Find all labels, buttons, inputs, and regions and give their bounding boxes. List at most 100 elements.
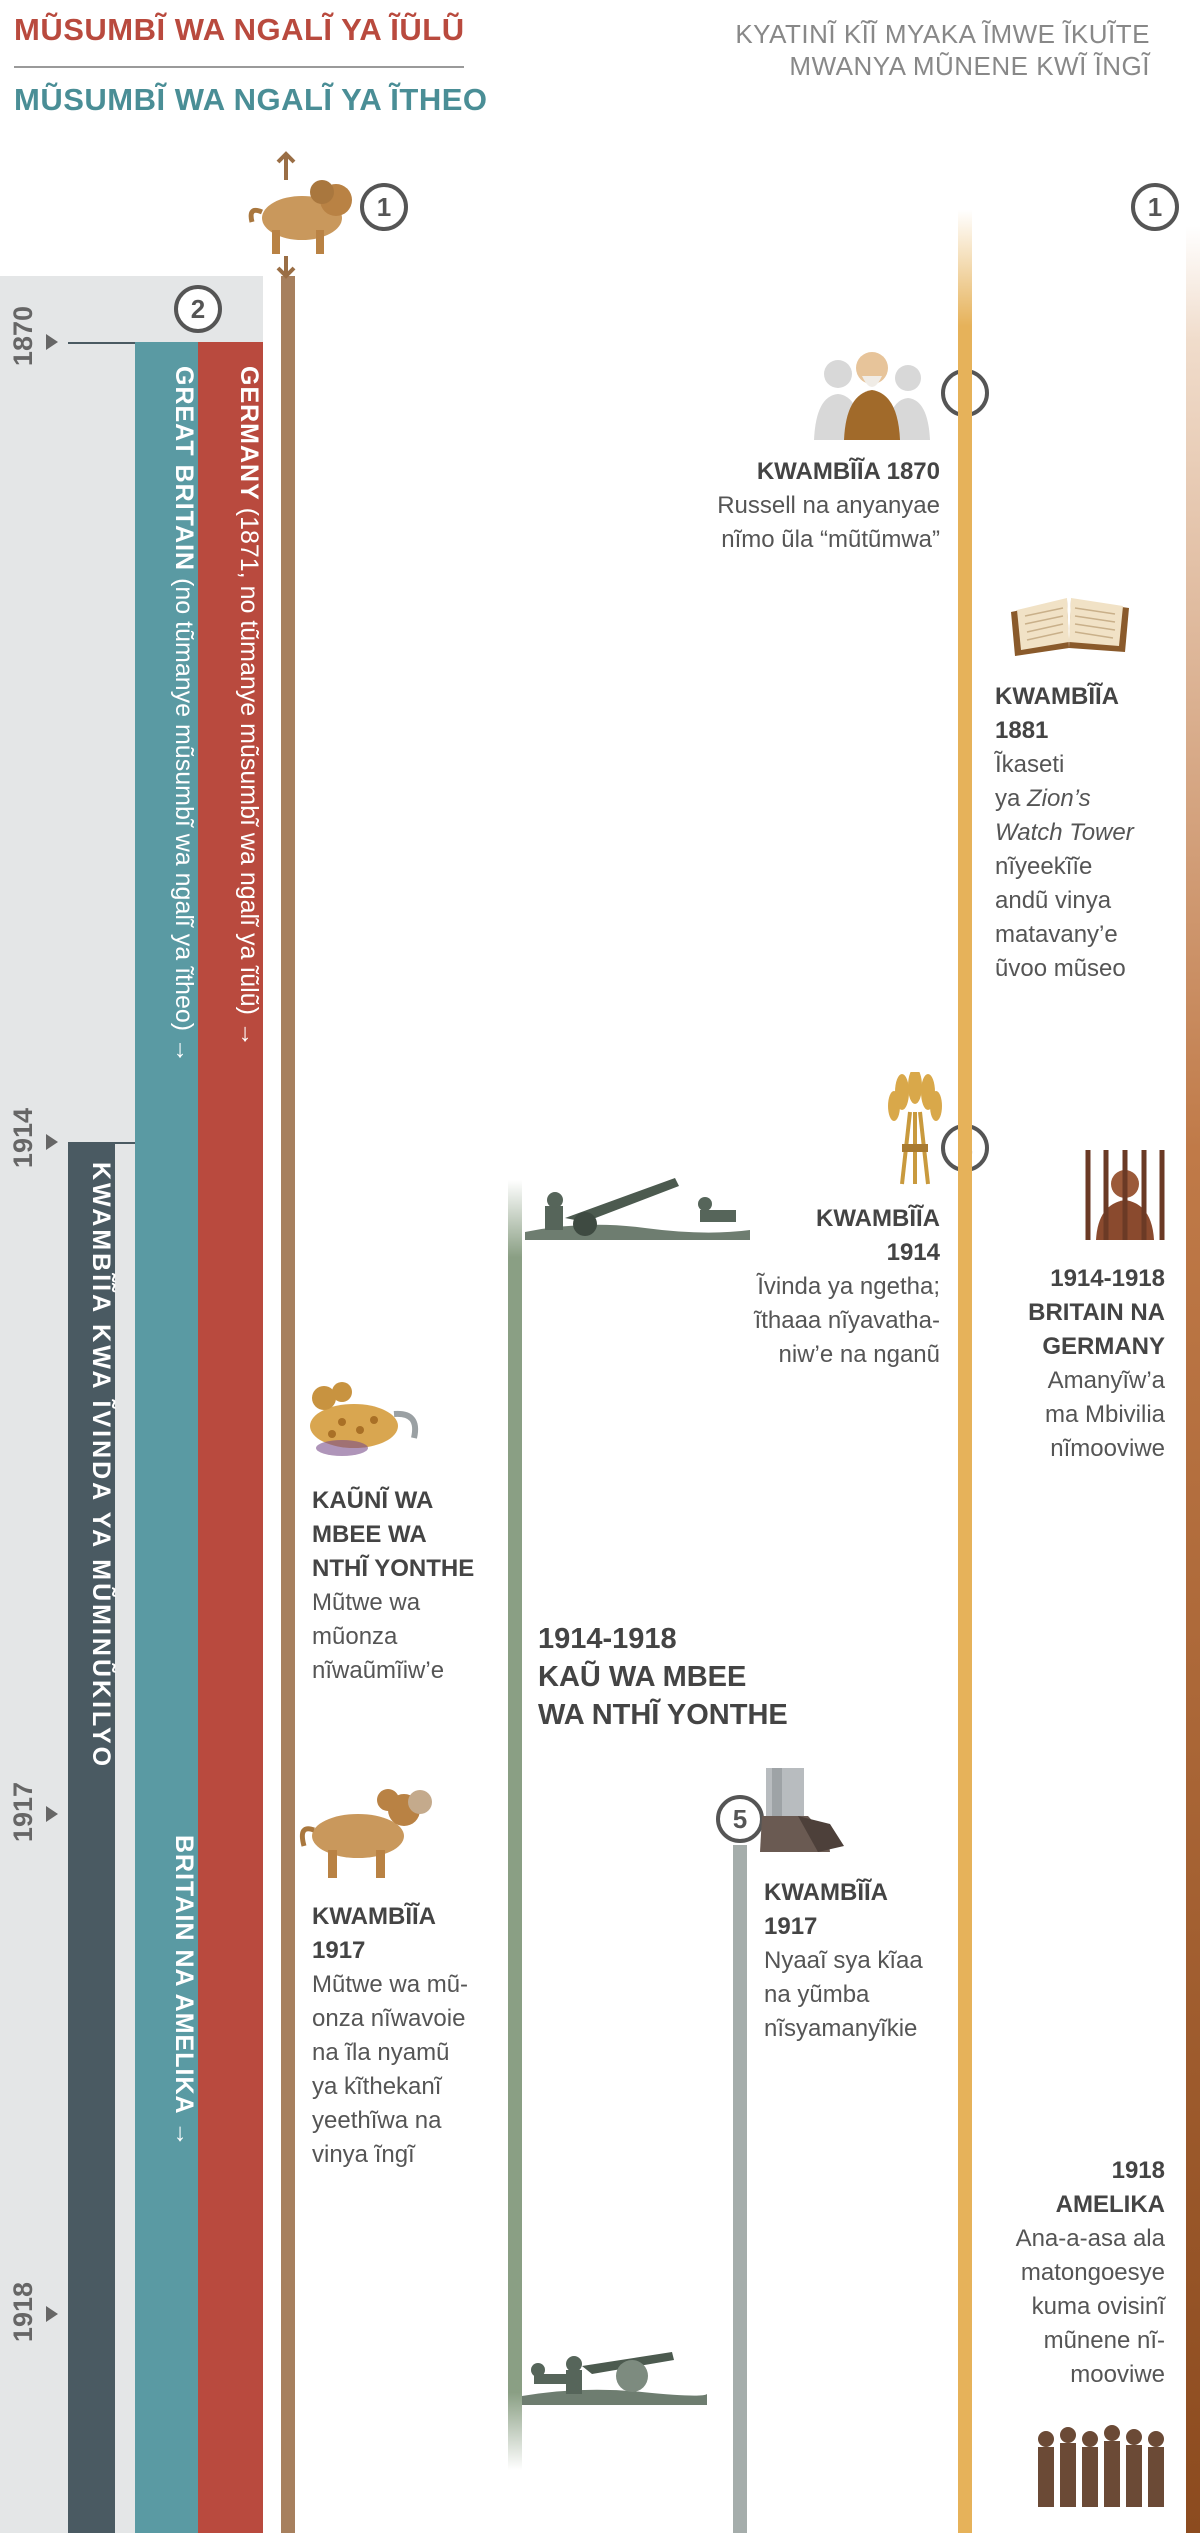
event-1914-title-2: 1914 <box>886 1239 940 1266</box>
soldiers-artillery-icon <box>525 1178 750 1240</box>
event-1917-feet-title-1: KWAMBĨĨA <box>764 1879 888 1906</box>
event-1917-feet-title-2: 1917 <box>764 1913 818 1940</box>
header-title-heavenly: MŨSUMBĨ WA NGALĨ YA ĨŨLŨ <box>14 12 465 47</box>
marker-2: 2 <box>174 285 222 333</box>
event-1917-feet-line-2: na yũmba <box>764 1981 870 2008</box>
prisoner-bars-icon <box>1085 1150 1165 1240</box>
event-1917-beast-line-5: yeethĩwa na <box>312 2107 442 2134</box>
marker-5: 5 <box>716 1795 764 1843</box>
iron-clay-feet-icon <box>760 1768 844 1852</box>
year-1918-label: 1918 <box>8 2282 38 2343</box>
event-1917-beast-line-1: Mũtwe wa mũ- <box>312 1971 469 1998</box>
event-war-start-title-1: KAŨNĨ WA <box>312 1487 434 1514</box>
event-1917-feet-line-1: Nyaaĩ sya kĩaa <box>764 1947 923 1974</box>
healed-beast-icon <box>299 1789 432 1878</box>
header-right-line-1: KYATINĨ KĨĨ MYAKA ĨMWE ĨKUĨTE <box>735 19 1150 49</box>
event-1881-line-7: ũvoo mũseo <box>995 955 1126 982</box>
event-1881-title-1: KWAMBĨĨA <box>995 683 1119 710</box>
event-war-start-line-1: Mũtwe wa <box>312 1589 421 1616</box>
russell-portrait-icon <box>814 352 930 440</box>
event-1881-line-2b: Zion’s <box>1027 785 1091 812</box>
event-war-start-title-3: NTHĨ YONTHE <box>312 1555 475 1582</box>
event-1914-line-2: ĩthaaa nĩyavatha- <box>754 1307 940 1334</box>
event-persecution-line-1: Amanyĩw’a <box>1047 1367 1165 1394</box>
event-1914-line-1: Ĩvinda ya ngetha; <box>757 1273 940 1300</box>
event-1917-feet-line-3: nĩsyamanyĩkie <box>764 2015 918 2042</box>
war-timeline <box>508 1180 522 2470</box>
feet-timeline <box>733 1845 747 2533</box>
event-1881-title-2: 1881 <box>995 717 1049 744</box>
wheat-sheaf-icon <box>888 1072 942 1185</box>
wounded-beast-icon <box>310 1382 418 1456</box>
event-war-start-line-3: nĩwaũmĩiw’e <box>312 1657 445 1684</box>
beast-timeline <box>281 276 295 2533</box>
header-right-line-2: MWANYA MŨNENE KWĨ ĨNGĨ <box>789 51 1150 81</box>
year-1917-label: 1917 <box>8 1782 38 1843</box>
soldiers-artillery-bottom-icon <box>522 2352 707 2405</box>
open-bible-icon <box>1011 598 1129 656</box>
world-war-years: 1914-1918 <box>538 1623 677 1655</box>
event-1918-line-2: matongoesye <box>1020 2259 1165 2286</box>
event-1881-line-4: nĩyeekĩĩe <box>995 853 1093 880</box>
lion-beast-icon <box>248 151 352 279</box>
event-1917-beast-line-2: onza nĩwavoie <box>312 2005 466 2032</box>
event-1918-line-1: Ana-a-asa ala <box>1015 2225 1165 2252</box>
event-1881-line-2: ya Zion’s <box>995 782 1185 816</box>
event-war-start-title-2: MBEE WA <box>312 1521 427 1548</box>
event-1914-line-3: niw’e na nganũ <box>778 1341 940 1368</box>
kingdom-timeline <box>1186 226 1200 2533</box>
germany-bar-note: (1871, no tũmanye mũsumbĩ wa ngalĩ ya ĩũ… <box>235 500 263 1047</box>
header-right-caption: KYATINĨ KĨĨ MYAKA ĨMWE ĨKUĨTE MWANYA MŨN… <box>590 18 1150 82</box>
britain-america-label: BRITAIN NA AMELIKA → <box>170 1835 198 2148</box>
great-britain-bar-note: (no tũmanye mũsumbĩ wa ngalĩ ya ĩtheo) → <box>170 571 198 1064</box>
anointed-brothers-group-icon <box>1038 2425 1164 2507</box>
world-war-title-2: WA NTHĨ YONTHE <box>538 1699 788 1731</box>
event-1870-line-2: nĩmo ũla “mũtũmwa” <box>721 526 940 553</box>
event-1917-beast-title-2: 1917 <box>312 1937 366 1964</box>
year-1917-tick <box>46 1806 58 1822</box>
event-1870-title: KWAMBĨĨA 1870 <box>756 458 940 485</box>
great-britain-bar: GREAT BRITAIN (no tũmanye mũsumbĩ wa nga… <box>135 342 198 2533</box>
event-1881-line-1: Ĩkaseti <box>995 751 1065 778</box>
event-1917-beast: KWAMBĨĨA 1917 Mũtwe wa mũ- onza nĩwavoie… <box>312 1900 512 2172</box>
year-1870-label: 1870 <box>8 306 38 367</box>
event-1881-line-2a: ya <box>995 785 1028 812</box>
event-1917-beast-title-1: KWAMBĨĨA <box>312 1903 436 1930</box>
marker-1-left: 1 <box>360 183 408 231</box>
event-1881-line-5: andũ vinya <box>995 887 1112 914</box>
britain-america-bar-label: BRITAIN NA AMELIKA → <box>135 1815 198 2215</box>
year-1918-tick <box>46 2306 58 2322</box>
end-times-bar-title: KWAMBĨĨA KWA ĨVINDA YA MŨMINŨKILYO <box>87 1162 115 1770</box>
year-1914-label: 1914 <box>8 1108 38 1169</box>
header-divider <box>14 66 464 68</box>
event-1918-line-4: mũnene nĩ- <box>1043 2327 1165 2354</box>
germany-bar: GERMANY (1871, no tũmanye mũsumbĩ wa nga… <box>198 342 263 2533</box>
world-war-title-1: KAŨ WA MBEE <box>538 1661 747 1693</box>
event-persecution-title-1: 1914-1918 <box>1050 1265 1165 1292</box>
event-1918-line-5: mooviwe <box>1070 2361 1165 2388</box>
event-1881-line-6: matavany’e <box>995 921 1118 948</box>
marker-1-right: 1 <box>1131 183 1179 231</box>
event-1881-line-3: Watch Tower <box>995 816 1185 850</box>
germany-bar-title: GERMANY <box>235 366 263 501</box>
event-persecution: 1914-1918 BRITAIN NA GERMANY Amanyĩw’a m… <box>960 1262 1165 1466</box>
event-1917-beast-line-3: na ĩla nyamũ <box>312 2039 450 2066</box>
event-1917-beast-line-4: ya kĩthekanĩ <box>312 2073 442 2100</box>
event-persecution-title-2: BRITAIN NA <box>1028 1299 1165 1326</box>
slave-timeline <box>958 210 972 2533</box>
event-war-start: KAŨNĨ WA MBEE WA NTHĨ YONTHE Mũtwe wa mũ… <box>312 1484 512 1688</box>
world-war-label: 1914-1918 KAŨ WA MBEE WA NTHĨ YONTHE <box>538 1620 858 1734</box>
event-1917-beast-line-6: vinya ĩngĩ <box>312 2141 415 2168</box>
event-1870-line-1: Russell na anyanyae <box>717 492 940 519</box>
event-1918-title-1: 1918 <box>1111 2157 1165 2184</box>
event-1870: KWAMBĨĨA 1870 Russell na anyanyae nĩmo ũ… <box>600 455 940 557</box>
end-times-bar: KWAMBĨĨA KWA ĨVINDA YA MŨMINŨKILYO <box>68 1142 115 2533</box>
event-1914-harvest: KWAMBĨĨA 1914 Ĩvinda ya ngetha; ĩthaaa n… <box>640 1202 940 1372</box>
event-1881: KWAMBĨĨA 1881 Ĩkaseti ya Zion’s Watch To… <box>995 680 1185 986</box>
event-persecution-line-2: ma Mbivilia <box>1044 1401 1165 1428</box>
event-1918: 1918 AMELIKA Ana-a-asa ala matongoesye k… <box>960 2154 1165 2392</box>
year-1870-tick <box>46 334 58 350</box>
event-persecution-line-3: nĩmooviwe <box>1050 1435 1165 1462</box>
event-persecution-title-3: GERMANY <box>1042 1333 1165 1360</box>
event-war-start-line-2: mũonza <box>312 1623 398 1650</box>
